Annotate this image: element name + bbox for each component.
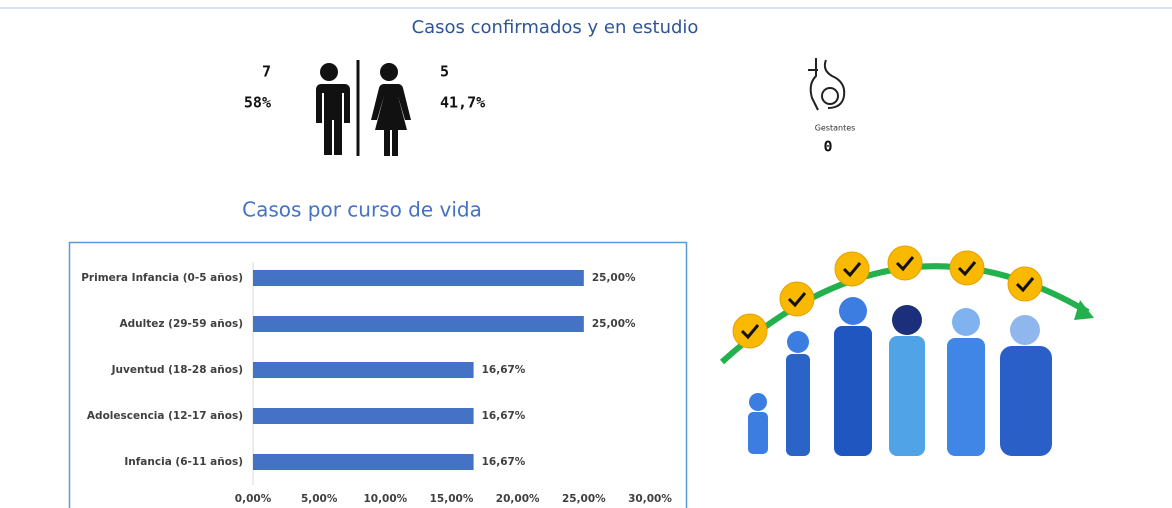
- y-tick-label: Infancia (6-11 años): [124, 456, 243, 468]
- bar: [253, 454, 474, 470]
- man-icon: [313, 63, 350, 155]
- bar: [253, 408, 474, 424]
- value-label: 16,67%: [482, 364, 526, 376]
- bar: [253, 270, 584, 286]
- y-tick-label: Adultez (29-59 años): [120, 318, 243, 330]
- x-tick-label: 25,00%: [562, 493, 606, 505]
- x-tick-label: 30,00%: [628, 493, 672, 505]
- chart-title: Casos por curso de vida: [242, 198, 482, 222]
- x-tick-label: 0,00%: [235, 493, 272, 505]
- y-tick-label: Juventud (18-28 años): [111, 364, 243, 376]
- value-label: 25,00%: [592, 318, 636, 330]
- bar: [253, 316, 584, 332]
- women-count: 5: [440, 63, 449, 81]
- x-tick-label: 5,00%: [301, 493, 338, 505]
- dashboard: Casos confirmados y en estudio 7 58% 5 4…: [0, 0, 1172, 508]
- value-label: 16,67%: [482, 456, 526, 468]
- x-tick-label: 20,00%: [496, 493, 540, 505]
- pregnant-label: Gestantes: [815, 124, 856, 133]
- y-tick-label: Adolescencia (12-17 años): [87, 410, 243, 422]
- life-course-illustration: [722, 246, 1094, 456]
- pregnant-icon: [808, 58, 844, 110]
- x-tick-label: 15,00%: [430, 493, 474, 505]
- y-tick-label: Primera Infancia (0-5 años): [81, 272, 243, 284]
- women-percent: 41,7%: [440, 94, 485, 112]
- pregnant-count: 0: [823, 138, 832, 156]
- value-label: 16,67%: [482, 410, 526, 422]
- bar: [253, 362, 474, 378]
- men-percent: 58%: [244, 94, 271, 112]
- men-count: 7: [262, 63, 271, 81]
- x-tick-label: 10,00%: [363, 493, 407, 505]
- value-label: 25,00%: [592, 272, 636, 284]
- woman-icon: [371, 63, 411, 156]
- header-title: Casos confirmados y en estudio: [412, 17, 699, 38]
